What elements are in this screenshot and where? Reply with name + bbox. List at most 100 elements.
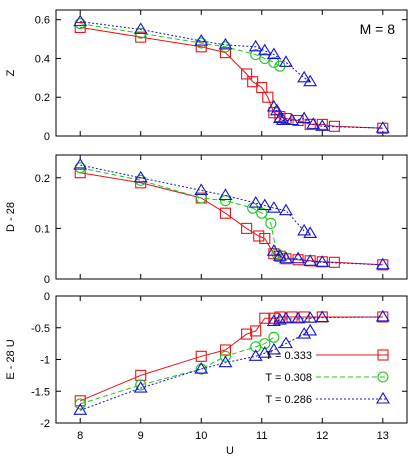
data-point: [250, 325, 262, 337]
x-tick-label: 8: [77, 430, 83, 442]
data-point: [278, 203, 293, 216]
data-point: [278, 311, 293, 324]
data-point: [73, 403, 88, 415]
data-point: [272, 111, 287, 124]
data-point: [303, 226, 318, 238]
legend-marker: [377, 371, 389, 383]
data-point: [195, 192, 207, 204]
plot-frame: [55, 9, 408, 137]
data-point: [266, 99, 281, 112]
data-point: [195, 350, 207, 362]
y-tick-label: 0: [44, 274, 50, 286]
data-point: [259, 312, 271, 324]
series-square: [74, 21, 389, 134]
data-point: [262, 91, 274, 103]
data-point: [278, 336, 293, 349]
data-point: [303, 311, 318, 323]
series-square: [74, 167, 389, 271]
data-point: [304, 118, 316, 130]
data-point: [133, 22, 148, 34]
data-point: [257, 346, 272, 358]
chart-panel-2: 0 0.1 0.2 D - 28: [5, 154, 408, 286]
model-annotation: M = 8: [360, 21, 396, 37]
data-point: [256, 207, 268, 219]
legend-label: T = 0.333: [265, 350, 312, 362]
data-point: [135, 379, 147, 391]
data-point: [219, 207, 231, 219]
data-point: [375, 309, 390, 322]
data-point: [375, 121, 390, 133]
data-point: [73, 14, 88, 27]
y-tick-label: -0.5: [31, 323, 50, 335]
chart-panel-3: -2 -1.5 -1 -0.5 0 8 9 10 11 12 13 E - 28 U T = 0.333…: [5, 291, 408, 442]
data-point: [303, 323, 318, 336]
data-point: [241, 222, 253, 234]
data-point: [256, 81, 268, 94]
series-line: [273, 106, 383, 129]
series-line: [80, 336, 275, 405]
y-axis-label: E - 28 U: [5, 339, 17, 379]
data-point: [133, 170, 148, 183]
data-point: [266, 201, 281, 213]
data-point: [268, 107, 280, 119]
x-tick-label: 9: [138, 430, 144, 442]
data-point: [297, 111, 312, 124]
y-tick-label: 0: [44, 131, 50, 143]
y-tick-label: 0: [44, 291, 50, 303]
data-point: [259, 338, 271, 350]
data-point: [292, 254, 304, 266]
series-line: [80, 316, 383, 402]
data-point: [278, 251, 293, 264]
data-point: [241, 68, 253, 80]
series-triangle: [73, 323, 318, 415]
data-point: [257, 198, 272, 211]
chart-panel-1: 0 0.2 0.4 0.6 Z M = 8: [5, 9, 408, 143]
data-point: [218, 355, 233, 368]
data-point: [278, 55, 293, 67]
y-tick-label: 0.2: [35, 173, 50, 185]
series-line: [80, 172, 383, 266]
data-point: [303, 254, 318, 266]
data-point: [297, 327, 312, 339]
data-point: [135, 31, 147, 43]
data-point: [74, 398, 86, 410]
y-tick-label: -1: [40, 355, 50, 367]
legend-marker: [376, 391, 390, 404]
y-axis-label: Z: [5, 69, 17, 76]
series-triangle: [266, 99, 390, 133]
data-point: [248, 349, 263, 361]
legend-marker: [377, 349, 389, 361]
data-point: [74, 395, 86, 407]
data-point: [266, 47, 281, 60]
data-point: [218, 188, 233, 201]
plot-frame: [55, 295, 408, 424]
data-point: [269, 103, 284, 116]
data-point: [253, 230, 265, 242]
data-point: [257, 43, 272, 56]
data-point: [292, 114, 304, 127]
legend-label: T = 0.308: [265, 372, 312, 384]
series-line: [80, 23, 281, 67]
data-point: [259, 232, 271, 245]
y-tick-label: -1.5: [31, 386, 50, 398]
data-point: [194, 183, 209, 195]
data-point: [219, 350, 231, 362]
series-triangle: [73, 14, 318, 87]
data-point: [275, 113, 290, 126]
x-axis-label: U: [226, 445, 234, 457]
series-triangle: [73, 158, 318, 238]
series-square: [74, 311, 389, 407]
data-point: [219, 47, 231, 59]
series-circle: [74, 331, 280, 410]
series-line: [273, 316, 383, 322]
data-point: [315, 310, 330, 323]
data-point: [272, 313, 287, 325]
x-tick-label: 13: [377, 430, 389, 442]
data-point: [285, 113, 299, 126]
data-point: [241, 328, 253, 340]
data-point: [248, 196, 263, 208]
data-point: [247, 76, 259, 88]
data-point: [218, 37, 233, 50]
legend: T = 0.333 T = 0.308 T = 0.286: [265, 349, 390, 406]
data-point: [297, 223, 312, 236]
